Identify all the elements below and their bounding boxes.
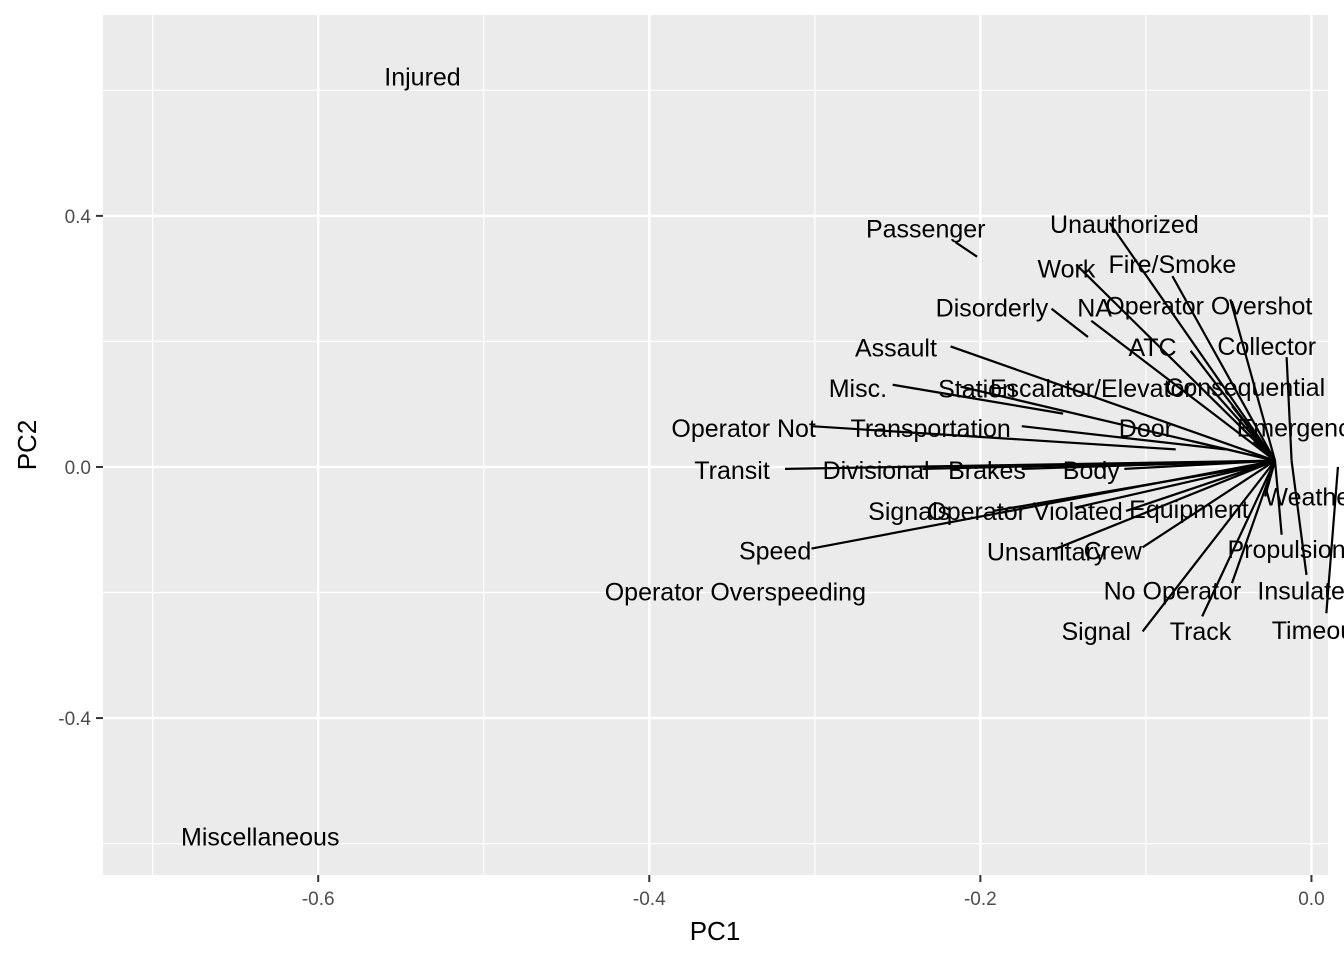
point-label: No Operator (1104, 578, 1242, 606)
point-label: Operator Not (671, 415, 816, 443)
connector-line (1192, 440, 1276, 462)
point-label: Transportation (851, 415, 1011, 443)
point-label: Misc. (829, 375, 887, 403)
connector-line (1229, 299, 1277, 461)
connector-line (1290, 460, 1308, 576)
point-label: Injured (384, 64, 460, 92)
connector-line (1230, 460, 1277, 584)
connector-line (1325, 466, 1340, 614)
point-label: Crew (1084, 537, 1143, 565)
connector-line (1090, 319, 1276, 462)
connector-line (1021, 425, 1226, 451)
point-label: Speed (739, 537, 811, 565)
connector-line (1252, 441, 1276, 462)
connector-line (950, 345, 1276, 462)
connector-line (1273, 460, 1283, 535)
point-label: Unsanitary (987, 539, 1107, 567)
point-label: Collector (1217, 333, 1316, 361)
connector-line (1108, 222, 1276, 462)
connector-line (892, 383, 1064, 415)
label-connector-lines (785, 222, 1340, 633)
point-label: Transit (694, 457, 770, 485)
connector-line (811, 459, 1276, 550)
point-label: Divisional (823, 457, 930, 485)
y-tick-label: 0.4 (65, 207, 92, 228)
point-label: Assault (855, 335, 937, 363)
connector-line (1124, 459, 1276, 470)
point-labels: Injured Miscellaneous Passenger Unauthorize… (181, 64, 1344, 852)
point-label: Brakes (948, 457, 1026, 485)
point-label: Insulated (1257, 578, 1344, 606)
connector-line (1052, 459, 1276, 551)
point-label: Miscellaneous (181, 824, 339, 852)
point-label: Consequential (1165, 374, 1325, 402)
point-label: Signal (1061, 618, 1131, 646)
connector-line (1075, 264, 1276, 462)
connector-line (1171, 275, 1276, 462)
y-tick-label: 0.0 (65, 458, 91, 479)
grid-minor (103, 15, 1328, 875)
grid-major (103, 15, 1328, 875)
point-label: Operator Overspeeding (605, 578, 866, 606)
x-axis-title: PC1 (690, 916, 741, 946)
connector-line (1050, 307, 1089, 338)
connector-line (1231, 405, 1276, 462)
point-label: Body (1063, 457, 1120, 485)
y-axis-title: PC2 (12, 420, 42, 471)
point-label: Equipment (1129, 496, 1249, 524)
point-label: Door (1119, 415, 1173, 443)
point-label: Weather (1264, 483, 1344, 511)
connector-line (1141, 460, 1276, 633)
connector-line (1125, 459, 1276, 512)
plot-panel (103, 15, 1328, 875)
y-tick-label: -0.4 (58, 709, 91, 730)
point-label: ATC (1128, 334, 1176, 362)
point-label: Passenger (866, 215, 986, 243)
point-label: Fire/Smoke (1108, 251, 1236, 279)
connector-line (1074, 464, 1263, 509)
x-tick-label: -0.2 (964, 889, 997, 910)
point-label: Timeout (1272, 617, 1344, 645)
connector-line (1285, 357, 1293, 461)
connector-line (1201, 460, 1277, 617)
point-label: Disorderly (936, 295, 1049, 323)
x-tick-label: -0.6 (302, 889, 335, 910)
point-label: Unauthorized (1050, 211, 1199, 239)
point-label: Propulsion (1228, 536, 1344, 564)
point-label: Station (938, 376, 1016, 404)
point-label: Emergency (1237, 414, 1344, 442)
connector-line (811, 425, 1176, 451)
point-label: Escalator/Elevator (990, 375, 1193, 403)
connector-line (1141, 459, 1276, 549)
point-label: Work (1038, 256, 1096, 284)
point-label: Track (1170, 618, 1232, 646)
point-label: Signals (868, 498, 950, 526)
y-axis: 0.4 0.0 -0.4 (58, 207, 103, 730)
x-tick-label: 0.0 (1298, 889, 1324, 910)
x-tick-label: -0.4 (633, 889, 666, 910)
point-label: NA (1077, 295, 1112, 323)
x-axis: -0.6 -0.4 -0.2 0.0 (302, 875, 1325, 910)
connector-line (954, 241, 978, 258)
point-label: Operator Violated (927, 498, 1123, 526)
point-label: Operator Overshot (1105, 293, 1312, 321)
